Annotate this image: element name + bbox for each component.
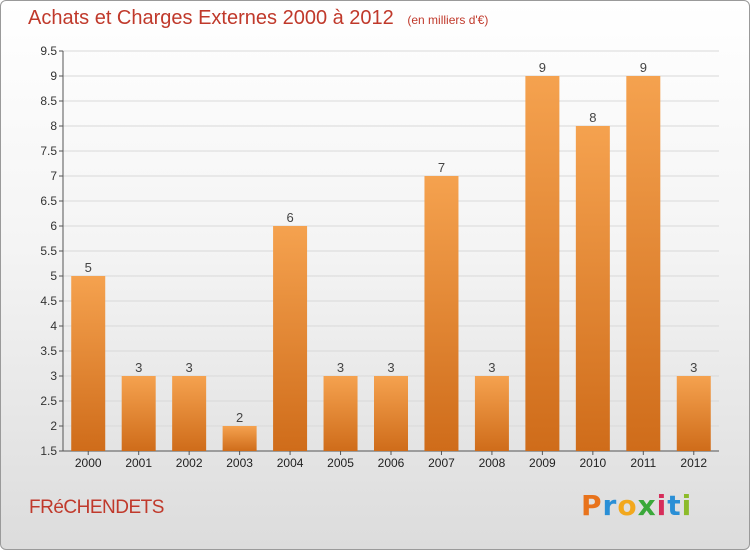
bar-2010 (575, 126, 610, 451)
x-tick-label: 2001 (125, 456, 152, 470)
bar-2003 (222, 426, 257, 451)
y-tick-label: 4 (50, 319, 57, 333)
x-tick-label: 2000 (75, 456, 102, 470)
x-tick-label: 2010 (579, 456, 606, 470)
y-tick-label: 2 (50, 419, 57, 433)
y-tick-label: 8.5 (40, 94, 57, 108)
value-label: 9 (640, 60, 647, 75)
y-tick-label: 1.5 (40, 444, 57, 458)
bar-2012 (676, 376, 711, 451)
value-label: 3 (135, 360, 142, 375)
bar-2007 (424, 176, 459, 451)
value-label: 8 (589, 110, 596, 125)
y-tick-label: 5.5 (40, 244, 57, 258)
value-label: 7 (438, 160, 445, 175)
x-tick-label: 2009 (529, 456, 556, 470)
logo-letter: r (602, 489, 618, 522)
logo-letter: o (617, 489, 638, 522)
x-tick-label: 2007 (428, 456, 455, 470)
y-tick-label: 5 (50, 269, 57, 283)
logo-letter: t (667, 489, 682, 522)
value-label: 9 (539, 60, 546, 75)
logo-letter: i (656, 489, 668, 522)
y-tick-label: 9 (50, 69, 57, 83)
x-tick-label: 2003 (226, 456, 253, 470)
title-main: Achats et Charges Externes 2000 à 2012 (28, 7, 394, 29)
proxiti-logo[interactable]: Proxiti (581, 489, 692, 522)
logo-letter: i (681, 489, 693, 522)
x-tick-labels: 2000 2001 2002 2003 2004 2005 2006 2007 2008 2009… (75, 451, 707, 470)
logo-letter: P (581, 489, 603, 522)
bar-2011 (626, 76, 661, 451)
y-tick-label: 9.5 (40, 44, 57, 58)
bar-2009 (525, 76, 560, 451)
bar-2000 (71, 276, 106, 451)
value-label: 3 (186, 360, 193, 375)
x-tick-label: 2011 (630, 456, 656, 470)
value-label: 6 (286, 210, 293, 225)
value-label: 3 (337, 360, 344, 375)
y-tick-label: 7 (50, 169, 57, 183)
y-tick-label: 7.5 (40, 144, 57, 158)
y-tick-label: 6 (50, 219, 57, 233)
bar-2008 (474, 376, 509, 451)
x-tick-label: 2004 (277, 456, 304, 470)
bar-2005 (323, 376, 358, 451)
y-tick-label: 4.5 (40, 294, 57, 308)
y-tick-label: 6.5 (40, 194, 57, 208)
bar-2004 (273, 226, 308, 451)
y-tick-label: 3.5 (40, 344, 57, 358)
y-tick-labels: 1.5 2 2.5 3 3.5 4 4.5 5 5.5 6 6.5 7 7.5 8 8.5 9 9.5 (40, 44, 57, 458)
bar-2006 (374, 376, 408, 451)
logo-letter: x (637, 489, 657, 522)
y-tick-label: 3 (50, 369, 57, 383)
title-unit: (en milliers d'€) (407, 13, 489, 27)
bar-2002 (172, 376, 207, 451)
value-label: 2 (236, 410, 243, 425)
commune-name: FRéCHENDETS (29, 497, 164, 518)
value-label: 5 (85, 260, 92, 275)
chart-title: Achats et Charges Externes 2000 à 2012 (… (28, 7, 488, 30)
y-tick-label: 2.5 (40, 394, 57, 408)
bars (71, 76, 711, 451)
x-tick-label: 2008 (479, 456, 506, 470)
bar-2001 (121, 376, 156, 451)
x-tick-label: 2002 (176, 456, 203, 470)
value-label: 3 (387, 360, 394, 375)
value-labels: 5 3 3 2 6 3 3 7 3 9 8 9 3 (85, 60, 698, 425)
x-tick-label: 2006 (378, 456, 405, 470)
x-tick-label: 2005 (327, 456, 354, 470)
value-label: 3 (690, 360, 697, 375)
value-label: 3 (488, 360, 495, 375)
y-tick-label: 8 (50, 119, 57, 133)
x-tick-label: 2012 (680, 456, 707, 470)
